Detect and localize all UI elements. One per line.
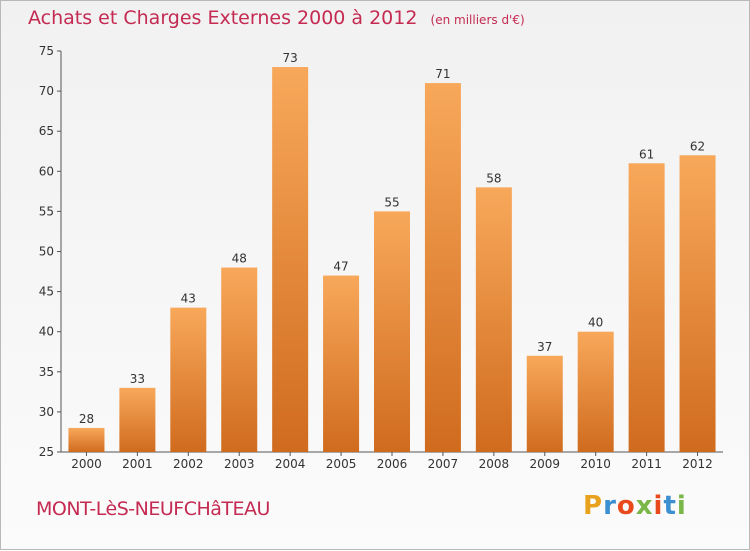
y-tick-label: 35: [39, 365, 54, 379]
bar-2004: [272, 67, 309, 452]
x-tick-label: 2002: [173, 457, 204, 471]
bar-2011: [628, 163, 665, 452]
data-label-2004: 73: [283, 51, 298, 65]
data-label-2009: 37: [537, 340, 552, 354]
x-tick-label: 2000: [71, 457, 102, 471]
x-tick-label: 2001: [122, 457, 153, 471]
chart-title: Achats et Charges Externes 2000 à 2012: [28, 7, 418, 29]
x-tick-label: 2010: [580, 457, 611, 471]
brand-letter: t: [663, 491, 677, 521]
brand-letter: r: [603, 491, 617, 521]
data-label-2012: 62: [690, 139, 705, 153]
y-tick-label: 50: [39, 245, 54, 259]
brand-letter: i: [676, 491, 687, 521]
x-tick-label: 2007: [428, 457, 459, 471]
data-label-2010: 40: [588, 316, 603, 330]
data-label-2002: 43: [181, 292, 196, 306]
title-row: Achats et Charges Externes 2000 à 2012 (…: [28, 7, 525, 29]
y-tick-label: 25: [39, 445, 54, 459]
x-tick-label: 2006: [377, 457, 408, 471]
bar-2005: [323, 275, 360, 452]
brand-letter: o: [616, 491, 636, 521]
x-tick-label: 2008: [479, 457, 510, 471]
y-tick-label: 40: [39, 325, 54, 339]
commune-name: MONT-LèS-NEUFCHâTEAU: [36, 498, 270, 520]
x-tick-label: 2012: [682, 457, 713, 471]
data-label-2005: 47: [333, 260, 348, 274]
bar-2003: [221, 267, 258, 452]
bars: [68, 67, 716, 452]
data-label-2006: 55: [384, 195, 399, 209]
bar-2010: [577, 331, 614, 452]
y-tick-label: 45: [39, 285, 54, 299]
brand-letter: i: [653, 491, 664, 521]
data-label-2003: 48: [232, 252, 247, 266]
data-label-2008: 58: [486, 171, 501, 185]
bar-2002: [170, 307, 207, 452]
proxiti-logo[interactable]: Proxiti: [583, 491, 687, 521]
x-tick-label: 2009: [529, 457, 560, 471]
data-label-2007: 71: [435, 67, 450, 81]
bar-2009: [526, 355, 563, 452]
x-tick-label: 2003: [224, 457, 255, 471]
bar-2006: [374, 211, 410, 452]
bar-2008: [475, 187, 512, 452]
y-tick-label: 70: [39, 84, 54, 98]
x-tick-label: 2005: [326, 457, 357, 471]
x-tick-label: 2011: [631, 457, 662, 471]
bar-2007: [424, 83, 461, 452]
y-tick-label: 55: [39, 204, 54, 218]
y-tick-label: 60: [39, 164, 54, 178]
data-label-2011: 61: [639, 147, 654, 161]
bar-2012: [679, 155, 716, 452]
x-tick-label: 2004: [275, 457, 306, 471]
y-tick-label: 30: [39, 405, 54, 419]
chart-subtitle: (en milliers d'€): [430, 13, 525, 27]
y-tick-label: 75: [39, 44, 54, 58]
bar-2000: [68, 427, 105, 452]
brand-letter: P: [583, 491, 604, 521]
data-label-2000: 28: [79, 412, 94, 426]
data-label-2001: 33: [130, 372, 145, 386]
y-tick-label: 65: [39, 124, 54, 138]
bar-2001: [119, 387, 156, 452]
brand-letter: x: [635, 491, 654, 521]
data-labels: 28 33 43 48 73 47 55 71 58 37 40 61 62: [79, 51, 705, 426]
